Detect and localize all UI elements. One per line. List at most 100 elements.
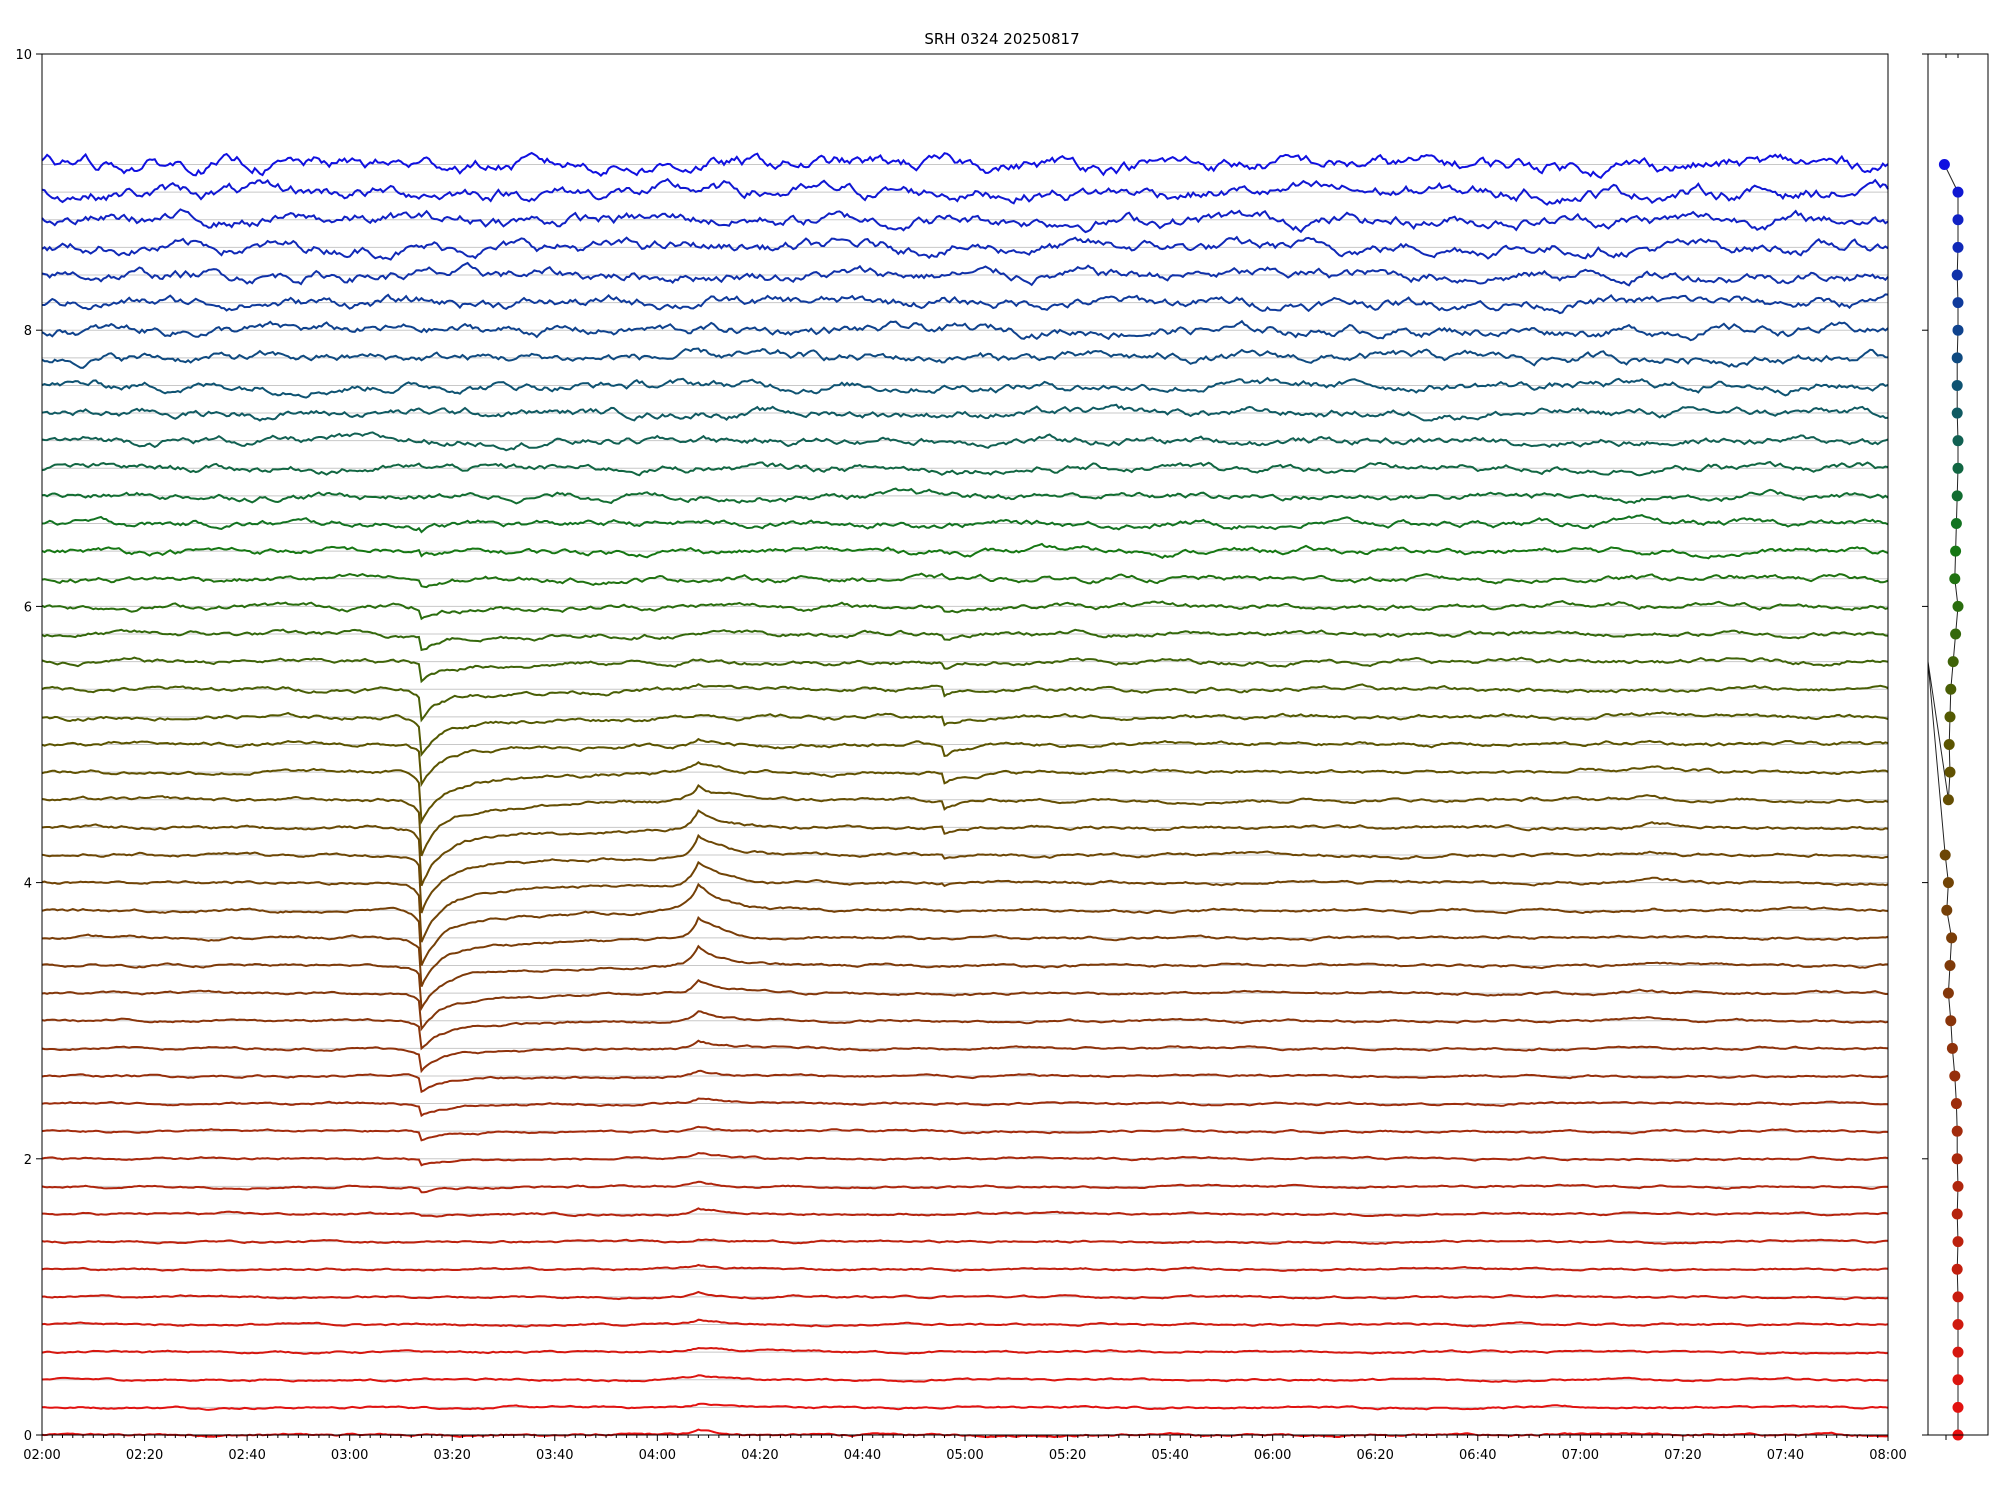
series-line [41, 1069, 1889, 1094]
side-point [1949, 573, 1961, 585]
series-line [41, 737, 1889, 788]
side-point [1952, 1291, 1964, 1303]
series-line [41, 860, 1889, 943]
series-line [41, 376, 1889, 399]
x-tick-label: 04:40 [844, 1448, 881, 1463]
side-point [1952, 1180, 1964, 1192]
series-line [41, 882, 1889, 966]
side-point [1950, 628, 1962, 640]
side-point [1952, 1346, 1964, 1358]
series-line [41, 1151, 1889, 1167]
y-axis: 0 2 4 6 8 10 [15, 48, 1928, 1444]
side-point [1951, 352, 1963, 364]
series-line [41, 460, 1889, 477]
side-point [1952, 462, 1964, 474]
side-point [1938, 158, 1950, 170]
side-point [1942, 877, 1954, 889]
side-point [1951, 1125, 1963, 1137]
side-panel-frame [1927, 53, 1989, 1436]
series-line [41, 978, 1888, 1032]
side-point [1951, 379, 1963, 391]
side-point [1945, 683, 1957, 695]
series-line [41, 514, 1889, 534]
series-line [41, 915, 1889, 987]
side-point [1952, 600, 1964, 612]
x-tick-label: 02:00 [23, 1448, 60, 1463]
series-line [41, 1010, 1889, 1051]
series-line [41, 1346, 1888, 1355]
series-line [42, 1207, 1889, 1218]
side-point [1952, 1319, 1964, 1331]
side-point [1944, 766, 1956, 778]
series-line [41, 1180, 1889, 1194]
series-line [41, 1318, 1889, 1328]
side-point [1951, 490, 1963, 502]
x-tick-label: 06:20 [1356, 1448, 1393, 1463]
side-point [1946, 932, 1958, 944]
series-line [41, 208, 1889, 234]
x-tick-label: 05:20 [1049, 1448, 1086, 1463]
x-tick-label: 03:40 [536, 1448, 573, 1463]
series-line [41, 1402, 1889, 1411]
x-axis: 02:00 02:20 02:40 03:00 03:20 03:40 04:00 04:20… [23, 1435, 1907, 1463]
series-group [41, 151, 1889, 1439]
side-point [1950, 518, 1962, 530]
side-point [1952, 435, 1964, 447]
side-point [1946, 1042, 1958, 1054]
y-tick-label: 6 [24, 600, 32, 615]
side-point [1951, 1263, 1963, 1275]
side-point [1939, 849, 1951, 861]
series-line [41, 347, 1889, 369]
y-tick-label: 4 [24, 877, 32, 892]
x-tick-label: 04:00 [639, 1448, 676, 1463]
y-tick-label: 8 [24, 324, 32, 339]
series-line [41, 542, 1889, 560]
plot-frame [41, 53, 1889, 1436]
series-line [41, 833, 1889, 914]
series-line [41, 809, 1889, 887]
side-point [1947, 656, 1959, 668]
x-tick-label: 07:40 [1767, 1448, 1804, 1463]
x-tick-label: 06:00 [1254, 1448, 1291, 1463]
series-line [41, 261, 1889, 287]
side-point [1942, 987, 1954, 999]
x-tick-label: 07:00 [1562, 1448, 1599, 1463]
chart-title: SRH 0324 20250817 [924, 30, 1079, 48]
x-tick-label: 08:00 [1869, 1448, 1906, 1463]
x-tick-label: 02:40 [228, 1448, 265, 1463]
side-point [1949, 1070, 1961, 1082]
x-tick-label: 03:00 [331, 1448, 368, 1463]
x-tick-label: 04:20 [741, 1448, 778, 1463]
series-line [41, 403, 1889, 422]
y-tick-label: 2 [24, 1153, 32, 1168]
side-point [1951, 407, 1963, 419]
side-point [1941, 904, 1953, 916]
side-point [1943, 739, 1955, 750]
x-tick-label: 07:20 [1664, 1448, 1701, 1463]
series-line [41, 944, 1888, 1012]
series-line [41, 628, 1889, 652]
series-line [41, 784, 1889, 857]
x-tick-label: 05:40 [1151, 1448, 1188, 1463]
series-line [41, 1374, 1889, 1383]
series-line [41, 1290, 1889, 1301]
series-line [41, 431, 1889, 452]
series-line [41, 683, 1889, 723]
side-point [1952, 214, 1964, 226]
side-point [1952, 297, 1964, 309]
series-line [41, 151, 1889, 180]
side-point [1944, 711, 1956, 723]
series-line [41, 572, 1889, 589]
side-point [1952, 324, 1964, 336]
series-line [41, 761, 1889, 825]
series-line [41, 1097, 1889, 1118]
side-point [1951, 1153, 1963, 1165]
side-point [1942, 794, 1954, 806]
series-line [41, 1125, 1889, 1142]
series-line [41, 1238, 1889, 1245]
series-line [41, 656, 1889, 684]
side-point [1951, 269, 1963, 281]
side-point [1950, 1098, 1962, 1110]
series-line [41, 319, 1889, 342]
